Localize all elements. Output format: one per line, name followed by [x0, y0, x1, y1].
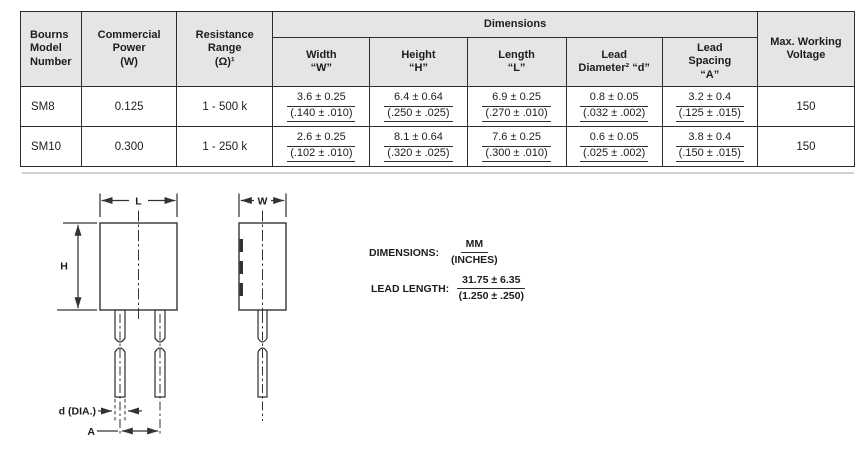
dimensions-note-label: DIMENSIONS:	[369, 246, 440, 259]
col-header-width: Width “W”	[272, 37, 371, 87]
power-cell: 0.125	[81, 86, 178, 127]
length-cell: 7.6 ± 0.25 (.300 ± .010)	[466, 126, 567, 167]
front-lead-right-lower	[154, 347, 166, 398]
col-header-dimensions: Dimensions	[272, 11, 758, 38]
spec-table-container: Bourns Model Number Commercial Power (W)…	[19, 11, 856, 167]
table-row-sm8: SM8 0.125 1 - 500 k 3.6 ± 0.25 (.140 ± .0…	[19, 86, 856, 127]
model-cell: SM8	[19, 86, 83, 127]
voltage-cell: 150	[756, 86, 856, 127]
lead-diameter-cell: 0.6 ± 0.05 (.025 ± .002)	[565, 126, 663, 167]
height-cell: 8.1 ± 0.64 (.320 ± .025)	[369, 126, 468, 167]
front-lead-left	[114, 310, 126, 343]
lead-length-note: LEAD LENGTH: 31.75 ± 6.35 (1.250 ± .250)	[371, 274, 526, 303]
dimension-label-a: A	[87, 426, 95, 438]
lead-spacing-cell: 3.8 ± 0.4 (.150 ± .015)	[661, 126, 758, 167]
col-header-resistance: Resistance Range (Ω)¹	[176, 11, 274, 87]
front-lead-left-lower	[114, 347, 126, 398]
dimension-label-d: d (DIA.)	[59, 406, 96, 418]
width-cell: 2.6 ± 0.25 (.102 ± .010)	[272, 126, 371, 167]
side-lead	[257, 310, 268, 343]
dimension-label-h: H	[60, 261, 68, 273]
width-cell: 3.6 ± 0.25 (.140 ± .010)	[272, 86, 371, 127]
col-header-lead-diameter: Lead Diameter² “d”	[565, 37, 663, 87]
col-header-height: Height “H”	[369, 37, 468, 87]
dimensions-note: DIMENSIONS: MM (INCHES)	[369, 238, 498, 267]
resistance-cell: 1 - 250 k	[176, 126, 274, 167]
spec-table: Bourns Model Number Commercial Power (W)…	[19, 11, 856, 167]
dimensions-note-fraction: MM (INCHES)	[451, 238, 498, 266]
package-outline-drawing: L H W d (DIA.) A	[57, 193, 287, 438]
col-header-voltage: Max. Working Voltage	[756, 11, 856, 87]
resistance-cell: 1 - 500 k	[176, 86, 274, 127]
table-row-sm10: SM10 0.300 1 - 250 k 2.6 ± 0.25 (.102 ± .…	[19, 126, 856, 167]
lead-spacing-cell: 3.2 ± 0.4 (.125 ± .015)	[661, 86, 758, 127]
dimension-label-w: W	[258, 196, 268, 208]
col-header-power: Commercial Power (W)	[81, 11, 178, 87]
col-header-model: Bourns Model Number	[19, 11, 83, 87]
side-lead-lower	[257, 347, 268, 398]
length-cell: 6.9 ± 0.25 (.270 ± .010)	[466, 86, 567, 127]
voltage-cell: 150	[756, 126, 856, 167]
table-shadow-line	[22, 172, 854, 174]
model-cell: SM10	[19, 126, 83, 167]
col-header-length: Length “L”	[466, 37, 567, 87]
front-lead-right	[154, 310, 166, 343]
dimension-label-l: L	[135, 196, 142, 208]
lead-diameter-cell: 0.8 ± 0.05 (.032 ± .002)	[565, 86, 663, 127]
lead-length-note-label: LEAD LENGTH:	[371, 282, 450, 295]
power-cell: 0.300	[81, 126, 178, 167]
col-header-lead-spacing: Lead Spacing “A”	[661, 37, 758, 87]
side-view-mold-marks	[239, 239, 243, 296]
lead-length-note-fraction: 31.75 ± 6.35 (1.250 ± .250)	[457, 274, 526, 302]
height-cell: 6.4 ± 0.64 (.250 ± .025)	[369, 86, 468, 127]
